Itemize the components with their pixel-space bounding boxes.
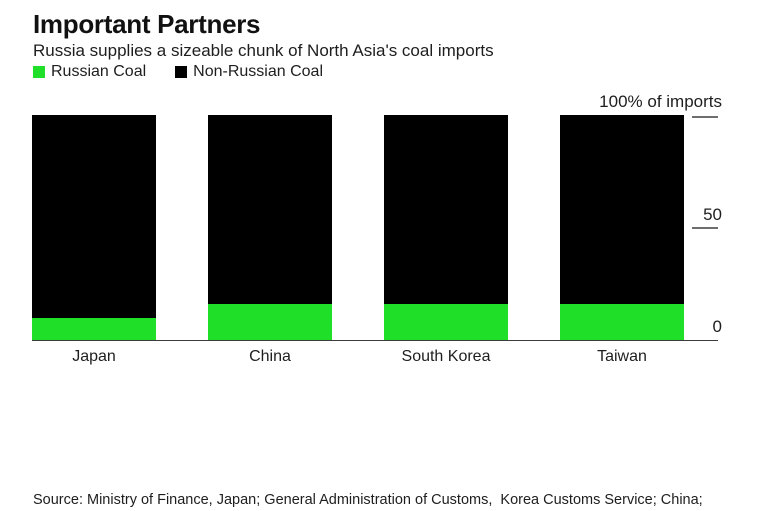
legend-label-russian-coal: Russian Coal	[51, 63, 147, 80]
legend-label-non-russian-coal: Non-Russian Coal	[193, 63, 323, 80]
bar-taiwan	[560, 115, 684, 340]
bar-japan	[32, 115, 156, 340]
y-tick-100	[692, 116, 718, 118]
segment-non-russian-taiwan	[560, 115, 684, 304]
x-axis-label-china: China	[249, 348, 291, 365]
legend-item-russian-coal: Russian Coal	[33, 63, 146, 81]
chart-subtitle: Russia supplies a sizeable chunk of Nort…	[33, 41, 494, 60]
segment-non-russian-china	[208, 115, 332, 304]
segment-russian-taiwan	[560, 304, 684, 340]
segment-non-russian-japan	[32, 115, 156, 318]
legend: Russian Coal Non-Russian Coal	[33, 63, 323, 81]
segment-non-russian-south-korea	[384, 115, 508, 304]
bar-south-korea	[384, 115, 508, 340]
x-axis-label-taiwan: Taiwan	[597, 348, 647, 365]
chart-title: Important Partners	[33, 9, 261, 39]
segment-russian-japan	[32, 317, 156, 340]
x-axis-label-japan: Japan	[72, 348, 116, 365]
y-axis-label-50: 50	[703, 205, 722, 224]
green-square-icon	[33, 66, 45, 78]
source-line-1: Source: Ministry of Finance, Japan; Gene…	[33, 492, 703, 508]
y-tick-50	[692, 227, 718, 229]
segment-russian-south-korea	[384, 304, 508, 340]
legend-item-non-russian-coal: Non-Russian Coal	[175, 63, 323, 81]
y-axis-label-100: 100% of imports	[599, 92, 722, 111]
y-axis-label-0: 0	[712, 317, 722, 336]
black-square-icon	[175, 66, 188, 78]
source-note: Source: Ministry of Finance, Japan; Gene…	[33, 453, 740, 511]
plot-area	[32, 115, 718, 341]
x-axis-label-south-korea: South Korea	[401, 348, 491, 365]
bar-china	[208, 115, 332, 340]
segment-russian-china	[208, 304, 332, 340]
